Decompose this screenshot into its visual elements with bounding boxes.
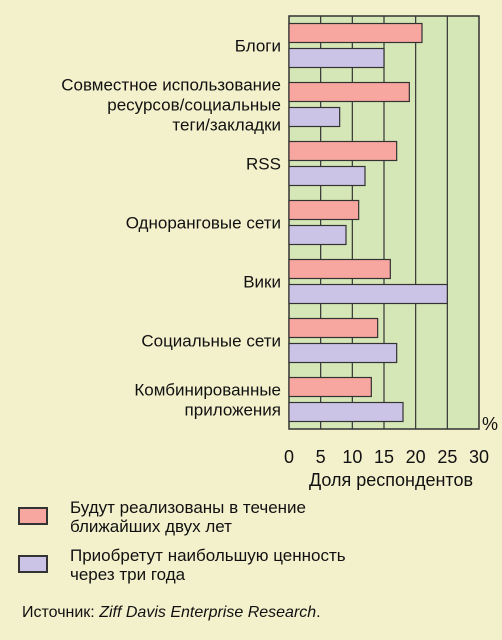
bar-series1-cat3 bbox=[288, 140, 398, 162]
bar-series2-cat1 bbox=[288, 47, 385, 69]
bar-series2-cat5 bbox=[288, 283, 448, 305]
category-labels: Блоги Совместное использованиересурсов/со… bbox=[61, 37, 281, 420]
legend-label-1: Будут реализованы в течение ближайших дв… bbox=[70, 498, 306, 536]
category-label: приложения bbox=[185, 401, 281, 420]
bar-series2-cat2 bbox=[288, 106, 341, 128]
category-label: Одноранговые сети bbox=[126, 214, 281, 233]
bars bbox=[288, 22, 448, 423]
legend-swatch-2 bbox=[18, 555, 48, 573]
bar-series1-cat4 bbox=[288, 199, 360, 221]
legend-item-2: Приобретут наибольшую ценность через три… bbox=[18, 546, 488, 584]
bar-series2-cat6 bbox=[288, 342, 398, 364]
category-label: Комбинированные bbox=[134, 381, 281, 400]
x-tick-label: 30 bbox=[469, 447, 489, 467]
x-tick-label: 20 bbox=[406, 447, 426, 467]
x-tick-label: 15 bbox=[374, 447, 394, 467]
legend-swatch-1 bbox=[18, 507, 48, 525]
category-label: Социальные сети bbox=[141, 332, 281, 351]
bar-series1-cat5 bbox=[288, 258, 391, 280]
x-tick-label: 10 bbox=[342, 447, 362, 467]
source-suffix: . bbox=[316, 604, 321, 621]
x-tick-labels: 0 5 10 15 20 25 30 bbox=[284, 447, 489, 467]
bar-series1-cat2 bbox=[288, 81, 410, 103]
x-axis-label: Доля респондентов bbox=[309, 470, 473, 490]
bar-series1-cat6 bbox=[288, 317, 379, 339]
source-name: Ziff Davis Enterprise Research bbox=[99, 604, 317, 621]
category-label: RSS bbox=[246, 155, 281, 174]
category-label: теги/закладки bbox=[172, 116, 281, 135]
legend-label-2: Приобретут наибольшую ценность через три… bbox=[70, 546, 346, 584]
x-tick-label: 5 bbox=[316, 447, 326, 467]
legend-item-1: Будут реализованы в течение ближайших дв… bbox=[18, 498, 488, 536]
bar-series2-cat3 bbox=[288, 165, 366, 187]
bar-series1-cat7 bbox=[288, 376, 372, 398]
x-tick-label: 25 bbox=[437, 447, 457, 467]
unit-label: % bbox=[482, 414, 498, 434]
category-label: Вики bbox=[243, 273, 281, 292]
source-note: Источник: Ziff Davis Enterprise Research… bbox=[22, 604, 321, 622]
bar-series2-cat7 bbox=[288, 401, 404, 423]
category-label: Блоги bbox=[235, 37, 281, 56]
category-label: Совместное использование bbox=[61, 76, 281, 95]
category-label: ресурсов/социальные bbox=[107, 96, 281, 115]
x-tick-label: 0 bbox=[284, 447, 294, 467]
source-prefix: Источник: bbox=[22, 604, 100, 621]
bar-series2-cat4 bbox=[288, 224, 347, 246]
bar-series1-cat1 bbox=[288, 22, 423, 44]
